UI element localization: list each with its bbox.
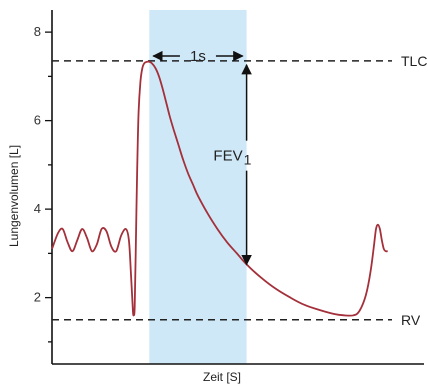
fev-label: FEV bbox=[213, 148, 242, 165]
y-ticks: 2 4 6 8 bbox=[34, 24, 52, 343]
x-axis-label: Zeit [S] bbox=[203, 370, 241, 384]
ref-label-rv: RV bbox=[401, 312, 421, 328]
y-tick-label: 4 bbox=[34, 201, 41, 216]
y-tick-label: 8 bbox=[34, 24, 41, 39]
reference-lines: TLC RV bbox=[52, 53, 427, 328]
y-tick-label: 6 bbox=[34, 113, 41, 128]
highlight-band bbox=[149, 10, 247, 364]
ref-label-tlc: TLC bbox=[401, 53, 427, 69]
volume-curve bbox=[51, 60, 388, 317]
interval-label: 1s bbox=[190, 48, 206, 65]
y-axis-label: Lungenvolumen [L] bbox=[7, 145, 21, 247]
fev-subscript: 1 bbox=[244, 152, 252, 168]
y-tick-label: 2 bbox=[34, 290, 41, 305]
annotations: 1s FEV 1 bbox=[152, 48, 252, 266]
